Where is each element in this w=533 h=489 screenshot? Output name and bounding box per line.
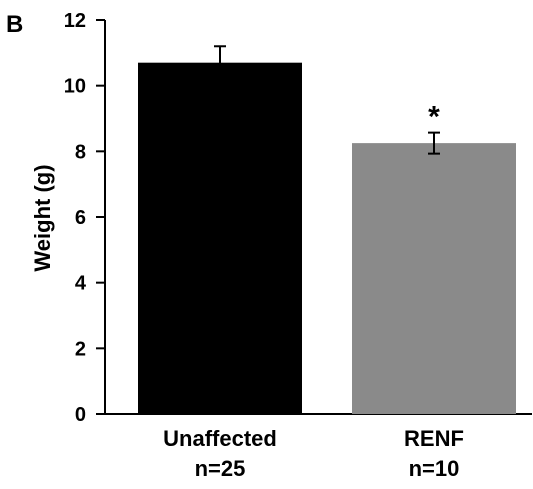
panel-label: B — [6, 11, 23, 38]
y-tick-label: 4 — [75, 273, 87, 295]
y-tick-label: 6 — [75, 207, 86, 229]
significance-marker: * — [428, 101, 440, 134]
category-label: RENF — [404, 426, 464, 451]
y-tick-label: 12 — [64, 10, 86, 32]
y-tick-label: 8 — [75, 141, 86, 163]
category-label: Unaffected — [163, 426, 277, 451]
y-tick-label: 0 — [75, 404, 86, 426]
bar — [352, 143, 516, 414]
category-sample-size: n=10 — [409, 456, 460, 481]
y-tick-label: 2 — [75, 338, 86, 360]
category-sample-size: n=25 — [195, 456, 246, 481]
y-axis-title: Weight (g) — [30, 164, 55, 271]
y-tick-label: 10 — [64, 76, 86, 98]
bar — [138, 62, 302, 414]
